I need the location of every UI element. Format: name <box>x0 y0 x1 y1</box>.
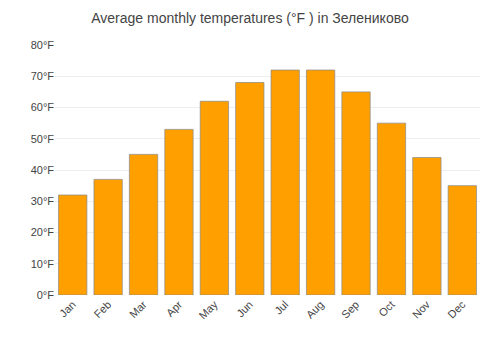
svg-text:Sep: Sep <box>339 298 361 320</box>
svg-text:50°F: 50°F <box>31 133 55 145</box>
svg-text:Oct: Oct <box>376 298 397 319</box>
svg-text:20°F: 20°F <box>31 226 55 238</box>
svg-text:Mar: Mar <box>127 298 149 320</box>
svg-text:40°F: 40°F <box>31 164 55 176</box>
svg-text:Feb: Feb <box>92 298 114 320</box>
svg-text:Jul: Jul <box>272 298 290 316</box>
svg-text:May: May <box>197 298 221 322</box>
svg-text:Aug: Aug <box>304 298 326 320</box>
svg-text:80°F: 80°F <box>31 39 55 51</box>
svg-text:Jan: Jan <box>57 298 78 319</box>
svg-text:Jun: Jun <box>234 298 255 319</box>
svg-text:0°F: 0°F <box>37 289 55 301</box>
svg-text:Dec: Dec <box>445 298 468 321</box>
svg-text:30°F: 30°F <box>31 195 55 207</box>
svg-text:70°F: 70°F <box>31 70 55 82</box>
svg-text:Nov: Nov <box>410 298 433 321</box>
svg-text:10°F: 10°F <box>31 258 55 270</box>
svg-text:Apr: Apr <box>164 298 185 319</box>
svg-text:Average monthly temperatures (: Average monthly temperatures (°F ) in Зе… <box>91 10 409 26</box>
svg-text:60°F: 60°F <box>31 101 55 113</box>
